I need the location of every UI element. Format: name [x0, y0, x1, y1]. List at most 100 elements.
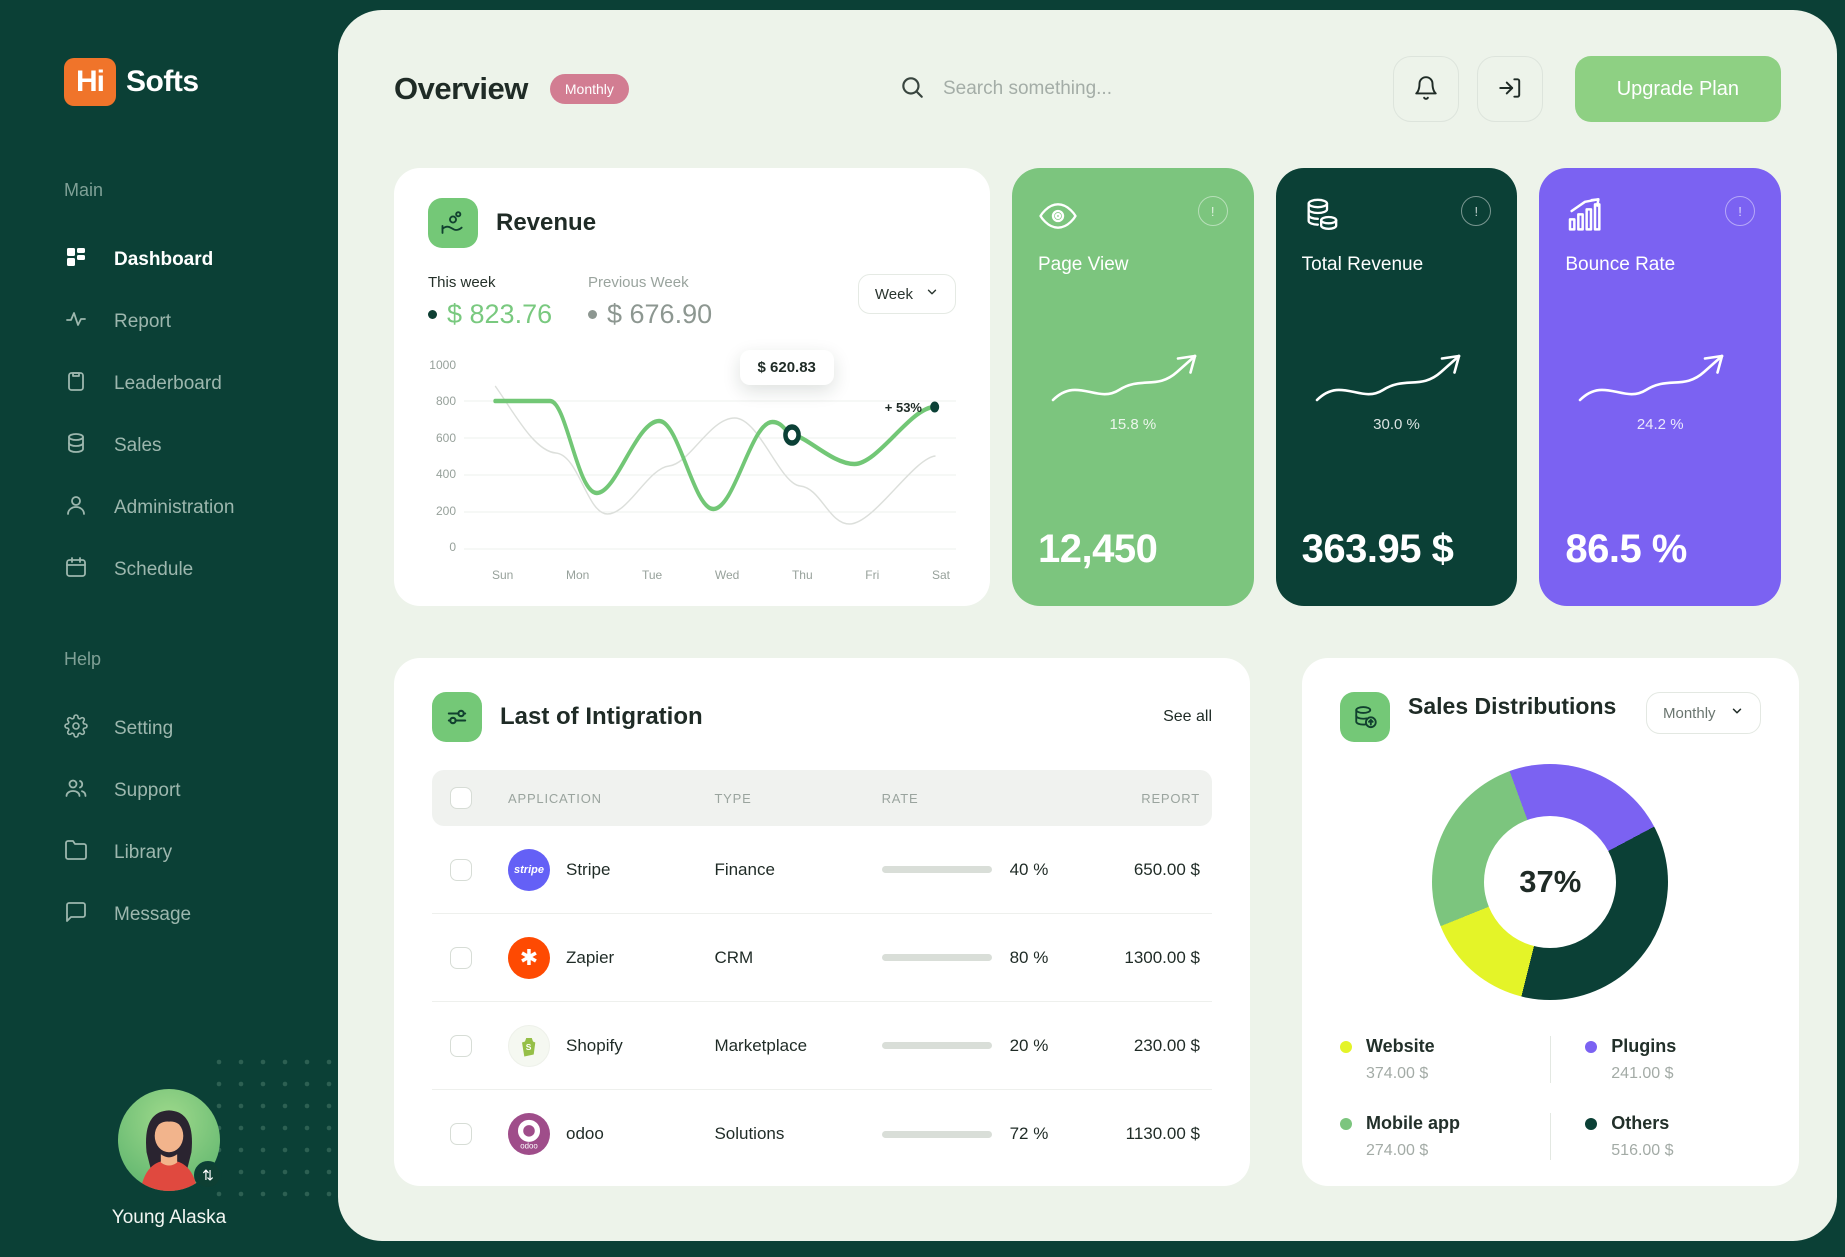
- sidebar-item-message[interactable]: Message: [64, 884, 338, 946]
- monthly-badge: Monthly: [549, 74, 629, 104]
- sidebar-item-label: Dashboard: [114, 249, 214, 270]
- see-all-link[interactable]: See all: [1163, 708, 1212, 725]
- row-checkbox[interactable]: [450, 946, 472, 969]
- sidebar-item-report[interactable]: Report: [64, 291, 338, 353]
- notifications-button[interactable]: [1392, 56, 1459, 122]
- logout-button[interactable]: [1476, 56, 1543, 122]
- sidebar-item-schedule[interactable]: Schedule: [64, 539, 338, 601]
- search-input[interactable]: [943, 78, 1243, 100]
- dots-pattern: [208, 1051, 336, 1201]
- prev-week-label: Previous Week: [588, 274, 689, 291]
- upgrade-plan-button[interactable]: Upgrade Plan: [1574, 56, 1781, 122]
- bell-icon: [1413, 75, 1439, 104]
- info-icon[interactable]: !: [1461, 196, 1492, 226]
- brand-badge: Hi: [64, 58, 116, 106]
- prev-week-line: [494, 385, 936, 525]
- chart-tooltip: $ 620.83: [739, 350, 834, 385]
- integration-title: Last of Intigration: [500, 703, 703, 730]
- legend-label: Plugins: [1611, 1036, 1677, 1056]
- info-icon[interactable]: !: [1725, 196, 1756, 226]
- coins-icon: [1307, 198, 1338, 231]
- dashboard-icon: [64, 245, 88, 275]
- y-axis: 1000 800 600 400 200 0: [428, 356, 464, 582]
- stat-title: Page View: [1038, 254, 1129, 275]
- app-name: Shopify: [566, 1035, 623, 1055]
- this-week-value: $ 823.76: [447, 299, 553, 329]
- end-dot: [930, 401, 940, 413]
- x-tick: Sun: [492, 568, 514, 582]
- sidebar-item-setting[interactable]: Setting: [64, 698, 338, 760]
- sidebar-item-dashboard[interactable]: Dashboard: [64, 229, 338, 291]
- sidebar-item-leaderboard[interactable]: Leaderboard: [64, 353, 338, 415]
- avatar[interactable]: [118, 1089, 220, 1191]
- info-icon[interactable]: !: [1197, 196, 1228, 226]
- sidebar-item-library[interactable]: Library: [64, 822, 338, 884]
- chevron-down-icon: [1730, 704, 1744, 722]
- sidebar-item-support[interactable]: Support: [64, 760, 338, 822]
- database-icon: [64, 431, 88, 461]
- legend-dot: [1585, 1041, 1598, 1053]
- x-tick: Thu: [791, 568, 813, 582]
- gear-icon: [64, 714, 88, 744]
- report-value: 1300.00 $: [1124, 947, 1200, 967]
- y-tick: 800: [435, 394, 456, 409]
- x-tick: Mon: [566, 568, 590, 582]
- table-row: S Shopify Marketplace 20 % 230.00 $: [432, 1002, 1212, 1090]
- sidebar-item-label: Administration: [114, 497, 235, 518]
- col-type: TYPE: [714, 790, 752, 806]
- currency-badge-icon: ⇅: [194, 1161, 222, 1189]
- report-value: 1130.00 $: [1125, 1124, 1200, 1143]
- activity-icon: [64, 307, 88, 337]
- x-tick: Fri: [865, 568, 880, 582]
- x-tick: Tue: [641, 568, 663, 582]
- shopify-logo-icon: S: [508, 1024, 550, 1067]
- stat-percent: 15.8 %: [1109, 416, 1157, 433]
- this-week-dot: [428, 310, 437, 319]
- legend-label: Website: [1366, 1036, 1435, 1056]
- app-name: odoo: [566, 1124, 604, 1143]
- rate-value: 20 %: [1009, 1035, 1049, 1055]
- sales-range-label: Monthly: [1663, 704, 1716, 722]
- legend-value: 274.00 $: [1366, 1142, 1429, 1159]
- svg-text:odoo: odoo: [520, 1142, 538, 1151]
- legend-value: 374.00 $: [1366, 1065, 1429, 1082]
- y-tick: 200: [435, 503, 456, 518]
- rate-progress-bar: [881, 1130, 992, 1138]
- user-icon: [64, 493, 88, 523]
- revenue-chart: 1000 800 600 400 200 0: [428, 350, 956, 582]
- row-checkbox[interactable]: [450, 1123, 472, 1145]
- x-axis: Sun Mon Tue Wed Thu Fri Sat: [464, 562, 956, 582]
- stat-title: Total Revenue: [1301, 254, 1424, 275]
- sales-range-dropdown[interactable]: Monthly: [1646, 692, 1761, 734]
- sidebar-item-sales[interactable]: Sales: [64, 415, 338, 477]
- legend-item-mobile-app: Mobile app 274.00 $: [1340, 1113, 1550, 1160]
- table-row: stripe Stripe Finance 40 % 650.00 $: [432, 826, 1212, 914]
- table-header: APPLICATION TYPE RATE REPORT: [432, 770, 1212, 826]
- col-rate: RATE: [881, 790, 919, 806]
- user-block: ⇅ Young Alaska: [0, 1051, 338, 1229]
- report-value: 230.00 $: [1133, 1035, 1200, 1055]
- stripe-logo-icon: stripe: [508, 848, 550, 891]
- week-range-dropdown[interactable]: Week: [857, 274, 956, 314]
- this-week-label: This week: [428, 274, 496, 291]
- sidebar-item-label: Library: [114, 842, 173, 863]
- sidebar-item-label: Sales: [114, 435, 162, 456]
- stat-value: 86.5 %: [1565, 527, 1687, 571]
- sidebar-item-label: Report: [114, 311, 172, 332]
- page-title: Overview: [394, 71, 528, 106]
- search-bar: [899, 74, 1375, 105]
- integration-card: Last of Intigration See all APPLICATION …: [394, 658, 1250, 1186]
- select-all-checkbox[interactable]: [450, 787, 472, 809]
- legend-value: 241.00 $: [1611, 1065, 1674, 1082]
- sidebar-item-administration[interactable]: Administration: [64, 477, 338, 539]
- stat-value: 12,450: [1038, 527, 1158, 571]
- row-checkbox[interactable]: [450, 1034, 472, 1057]
- legend-label: Others: [1611, 1113, 1670, 1133]
- user-name: Young Alaska: [111, 1207, 227, 1228]
- hand-coins-icon: [428, 198, 478, 248]
- row-checkbox[interactable]: [450, 858, 472, 881]
- legend-value: 516.00 $: [1611, 1142, 1674, 1159]
- legend-item-others: Others 516.00 $: [1550, 1113, 1760, 1160]
- legend-item-plugins: Plugins 241.00 $: [1550, 1036, 1760, 1083]
- stat-percent: 30.0 %: [1373, 416, 1420, 433]
